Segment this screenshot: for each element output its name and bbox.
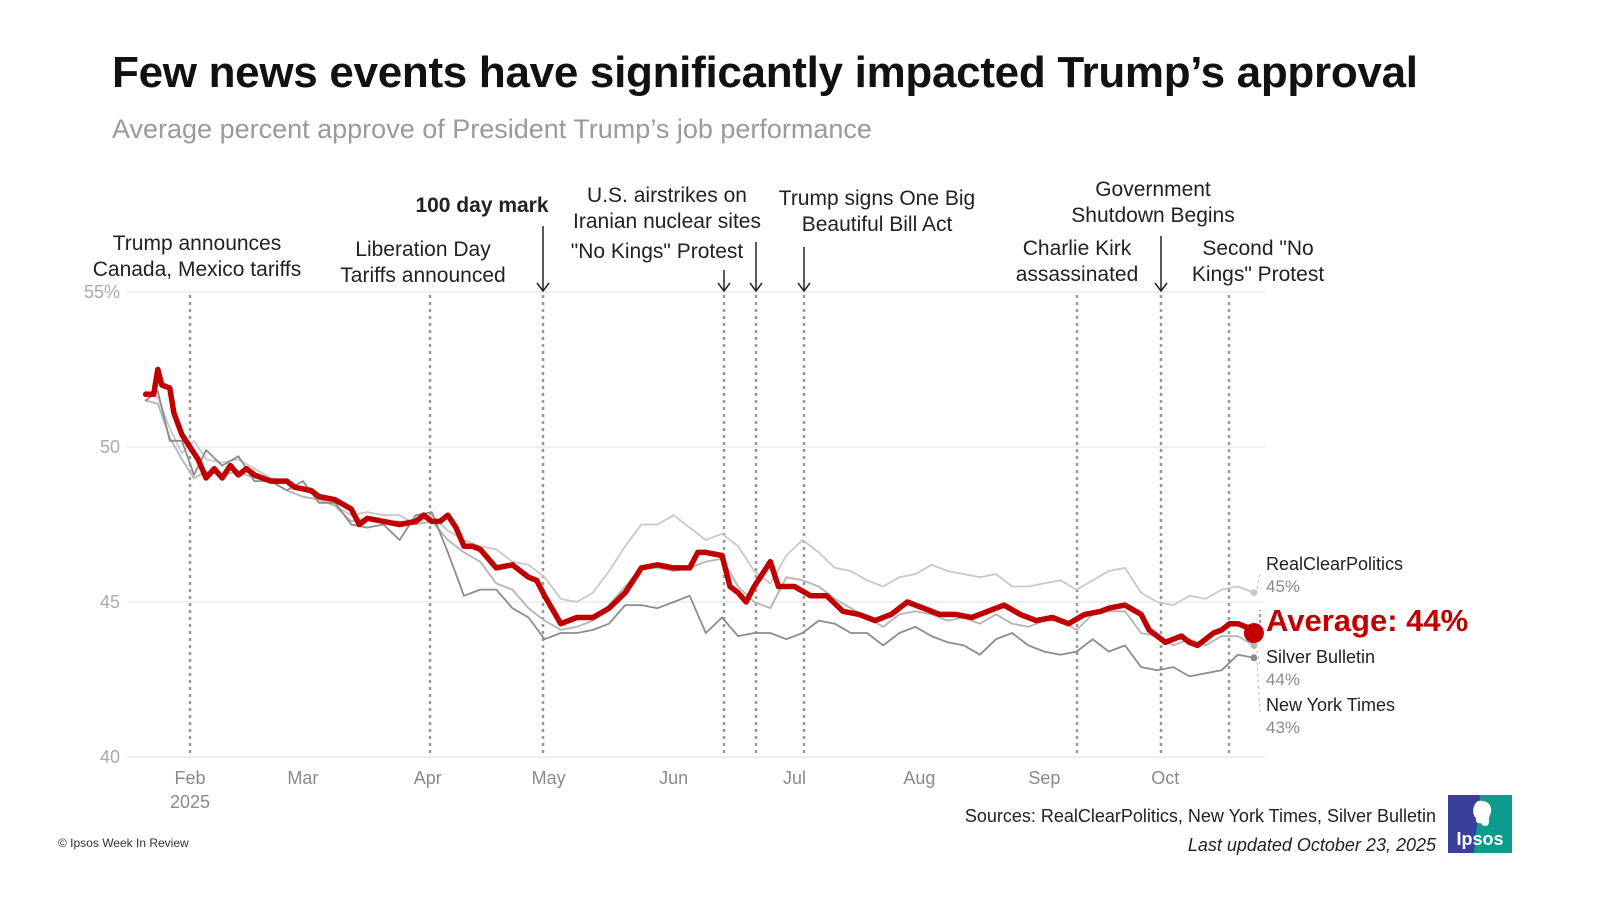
event-arrow-head-icon (536, 282, 550, 293)
label-connector (1256, 573, 1261, 589)
silver-bulletin-label: Silver Bulletin (1266, 647, 1375, 667)
event-label: Charlie Kirk (1023, 237, 1132, 260)
event-arrow-head-icon (797, 282, 811, 293)
event-marker: Trump signs One Big Beautiful Bill Act (779, 187, 975, 757)
x-tick-label: Mar (287, 768, 318, 788)
nyt-value: 43% (1266, 718, 1300, 737)
logo-silhouette-icon (1473, 800, 1492, 827)
average-end-point (1243, 623, 1264, 643)
last-updated-note: Last updated October 23, 2025 (1187, 835, 1436, 855)
logo-text: Ipsos (1456, 829, 1503, 849)
event-marker: 100 day mark (415, 194, 550, 757)
event-marker: Trump announces Canada, Mexico tariffs (93, 232, 302, 757)
event-label: Second "No (1202, 237, 1313, 260)
event-marker: Government Shutdown Begins (1071, 178, 1235, 757)
series-line-silver-bulletin (144, 399, 1255, 647)
chart-subtitle: Average percent approve of President Tru… (112, 114, 872, 144)
y-axis-ticks: 40 45 50 55% (84, 282, 120, 767)
x-tick-label: Jul (783, 768, 806, 788)
event-label: Liberation Day (355, 238, 491, 261)
x-tick-label: Aug (903, 768, 935, 788)
y-tick-label: 40 (100, 747, 120, 767)
event-label: U.S. airstrikes on (587, 184, 747, 207)
event-marker: Charlie Kirk assassinated (1016, 237, 1139, 757)
event-label: Iranian nuclear sites (573, 210, 761, 233)
event-label: assassinated (1016, 263, 1139, 286)
event-arrow-head-icon (1154, 282, 1168, 293)
sources-note: Sources: RealClearPolitics, New York Tim… (964, 806, 1436, 826)
x-tick-label: Oct (1151, 768, 1179, 788)
label-connector (1256, 661, 1261, 713)
event-label: Kings" Protest (1192, 263, 1325, 286)
chart-title: Few news events have significantly impac… (112, 48, 1418, 97)
x-tick-year-label: 2025 (170, 792, 210, 812)
average-label: Average: 44% (1266, 603, 1468, 638)
series-end-point (1250, 654, 1258, 662)
grid-lines (127, 291, 1265, 758)
event-label: Canada, Mexico tariffs (93, 258, 302, 281)
series-line-average (142, 366, 1257, 649)
y-tick-label: 45 (100, 592, 120, 612)
event-label: Tariffs announced (340, 264, 505, 287)
rcp-value: 45% (1266, 577, 1300, 596)
event-marker: Liberation Day Tariffs announced (340, 238, 506, 757)
silver-bulletin-value: 44% (1266, 670, 1300, 689)
x-tick-label: Sep (1028, 768, 1060, 788)
event-marker: U.S. airstrikes on Iranian nuclear sites (573, 184, 763, 757)
x-tick-label: Jun (659, 768, 688, 788)
copyright-note: © Ipsos Week In Review (58, 836, 189, 850)
y-tick-label: 55% (84, 282, 120, 302)
y-tick-label: 50 (100, 437, 120, 457)
event-label: Shutdown Begins (1071, 204, 1234, 227)
series-end-point (1250, 641, 1258, 649)
end-labels: RealClearPolitics 45% Average: 44% Silver B… (1256, 554, 1468, 737)
x-tick-label: Feb (174, 768, 205, 788)
event-label: 100 day mark (415, 194, 548, 217)
event-label: Trump signs One Big (779, 187, 975, 210)
event-label: Beautiful Bill Act (802, 213, 953, 236)
x-tick-label: Apr (414, 768, 442, 788)
series-end-point (1250, 589, 1258, 597)
event-label: Government (1095, 178, 1211, 201)
x-axis-ticks: Feb 2025 Mar Apr May Jun Jul Aug Sep Oct (170, 768, 1179, 812)
event-arrow-head-icon (717, 282, 731, 293)
series-lines (142, 366, 1264, 678)
event-label: Trump announces (113, 232, 281, 255)
ipsos-logo: Ipsos (1448, 795, 1512, 853)
series-line-new-york-times (144, 390, 1255, 678)
event-marker: "No Kings" Protest (571, 240, 744, 757)
rcp-label: RealClearPolitics (1266, 554, 1403, 574)
x-tick-label: May (532, 768, 566, 788)
event-arrow-head-icon (749, 282, 763, 293)
event-label: "No Kings" Protest (571, 240, 744, 263)
label-connector (1256, 650, 1261, 665)
event-markers: Trump announces Canada, Mexico tariffs Lib… (93, 178, 1325, 757)
event-marker: Second "No Kings" Protest (1192, 237, 1325, 757)
nyt-label: New York Times (1266, 695, 1395, 715)
